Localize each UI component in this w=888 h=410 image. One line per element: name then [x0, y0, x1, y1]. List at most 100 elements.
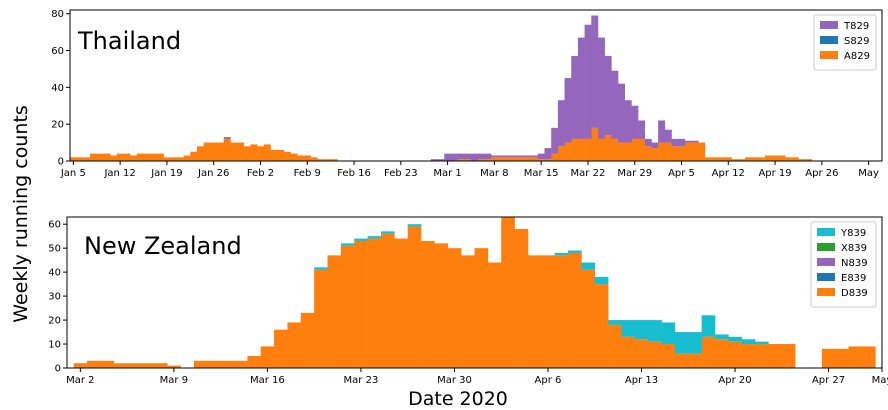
bar-A829	[76, 157, 84, 161]
bar-D839	[688, 353, 702, 368]
bar-T829	[664, 129, 672, 143]
bar-T829	[684, 140, 692, 143]
x-axis-label: Date 2020	[408, 388, 508, 410]
legend-swatch-S829	[820, 36, 838, 44]
legend-label-N839: N839	[841, 258, 868, 269]
bar-A829	[551, 153, 559, 161]
bar-D839	[167, 365, 181, 368]
bar-D839	[287, 322, 302, 368]
bar-D839	[100, 360, 115, 368]
bar-T829	[584, 24, 592, 139]
y-axis-label: Weekly running counts	[10, 105, 32, 322]
bar-T829	[524, 155, 532, 158]
bar-D839	[781, 344, 796, 368]
bar-A829	[163, 157, 171, 161]
bar-D839	[207, 360, 221, 368]
y-tick-label: 0	[58, 157, 64, 168]
bar-T829	[631, 105, 639, 139]
y-tick-label: 60	[48, 220, 61, 231]
bar-A829	[718, 157, 726, 161]
bar-T829	[638, 120, 646, 139]
bar-A829	[658, 142, 666, 161]
bar-T829	[544, 148, 552, 160]
bar-A829	[564, 142, 572, 161]
bar-A829	[196, 146, 204, 161]
x-tick-label: Apr 20	[718, 375, 751, 386]
bar-A829	[511, 157, 519, 161]
bar-A829	[150, 153, 158, 161]
bar-D839	[634, 339, 649, 368]
x-tick-label: May	[858, 168, 879, 179]
x-tick-label: Mar 16	[250, 375, 285, 386]
bar-A829	[544, 159, 552, 161]
bar-T829	[551, 127, 559, 154]
bar-D839	[848, 346, 863, 368]
bar-D839	[768, 344, 783, 368]
bar-A829	[136, 153, 144, 161]
y-tick-label: 40	[48, 268, 61, 279]
bar-A829	[457, 159, 465, 161]
bar-D839	[501, 217, 515, 368]
plot-frame	[69, 9, 883, 162]
bar-A829	[611, 138, 619, 161]
bar-Y839	[594, 276, 609, 285]
bar-A829	[257, 146, 265, 161]
bar-A829	[277, 149, 285, 161]
bar-T829	[671, 138, 679, 147]
bar-A829	[744, 157, 752, 161]
legend-swatch-D839	[817, 288, 835, 296]
legend-label-X839: X839	[841, 243, 867, 254]
bar-A829	[644, 146, 652, 161]
bar-Y839	[728, 336, 743, 342]
bar-A829	[631, 138, 639, 161]
bar-D839	[153, 363, 168, 368]
bar-A829	[531, 157, 539, 161]
bar-A829	[537, 159, 545, 161]
bar-T829	[497, 155, 505, 158]
x-tick-label: Apr 12	[712, 168, 745, 179]
bar-T829	[223, 137, 231, 139]
bar-A829	[310, 157, 318, 161]
bar-Y839	[407, 224, 422, 227]
y-tick-label: 40	[51, 83, 64, 94]
bar-Y839	[741, 339, 756, 345]
legend-label-E839: E839	[841, 273, 866, 284]
bar-D839	[527, 255, 542, 368]
bar-D839	[127, 363, 141, 368]
bar-D839	[714, 339, 729, 368]
bar-D839	[701, 336, 716, 368]
bar-D839	[260, 346, 275, 368]
bar-A829	[210, 142, 218, 161]
bar-D839	[434, 243, 449, 368]
bar-A829	[263, 144, 271, 161]
bar-A829	[698, 142, 706, 161]
bar-A829	[778, 155, 786, 161]
bar-A829	[217, 142, 225, 161]
bar-A829	[591, 127, 599, 161]
y-tick-label: 80	[51, 9, 64, 20]
bar-A829	[237, 142, 245, 161]
bar-T829	[564, 78, 572, 143]
bar-T829	[504, 155, 512, 158]
bar-Y839	[354, 238, 368, 241]
bar-A829	[664, 142, 672, 161]
bar-D839	[741, 344, 756, 368]
bar-D839	[755, 344, 769, 368]
bar-T829	[644, 138, 652, 147]
x-tick-label: Feb 2	[247, 168, 274, 179]
x-tick-label: Mar 30	[437, 375, 472, 386]
bar-D839	[674, 353, 689, 368]
bar-D839	[541, 255, 555, 368]
bar-A829	[724, 157, 732, 161]
bar-T829	[571, 56, 579, 139]
bar-A829	[116, 153, 124, 161]
bar-A829	[130, 155, 138, 161]
bar-D839	[327, 255, 342, 368]
bar-A829	[330, 159, 338, 161]
bar-D839	[581, 269, 596, 368]
bar-D839	[487, 262, 502, 368]
bar-A829	[83, 157, 91, 161]
plot-frame	[66, 216, 883, 369]
bar-D839	[394, 238, 408, 368]
bar-D839	[193, 360, 208, 368]
